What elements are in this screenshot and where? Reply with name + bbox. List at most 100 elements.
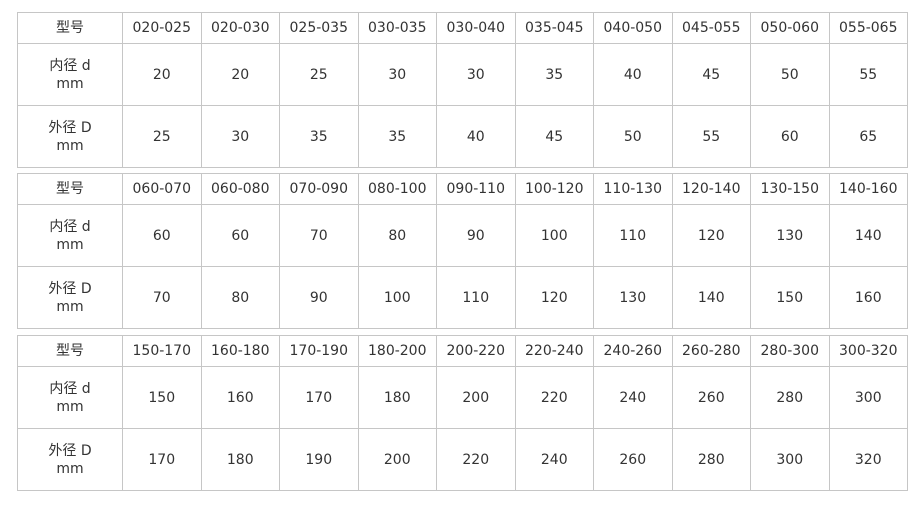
model-cell: 120-140: [671, 173, 751, 205]
model-cell: 180-200: [357, 335, 437, 367]
row-label-name: 外径 D: [48, 280, 92, 297]
model-cell: 055-065: [828, 12, 908, 44]
value-cell: 180: [200, 428, 280, 491]
model-cell: 130-150: [750, 173, 830, 205]
model-cell: 090-110: [436, 173, 516, 205]
value-cell: 45: [514, 105, 594, 168]
value-cell: 180: [357, 366, 437, 429]
value-cell: 320: [828, 428, 908, 491]
value-cell: 160: [200, 366, 280, 429]
model-row: 型号 060-070 060-080 070-090 080-100 090-110 100…: [17, 173, 908, 205]
value-cell: 50: [593, 105, 673, 168]
row-label-unit: mm: [56, 137, 84, 154]
row-label-name: 外径 D: [48, 442, 92, 459]
model-cell: 140-160: [828, 173, 908, 205]
model-cell: 025-035: [279, 12, 359, 44]
row-label-name: 外径 D: [48, 119, 92, 136]
row-label-unit: mm: [56, 236, 84, 253]
value-cell: 150: [750, 266, 830, 329]
value-cell: 200: [357, 428, 437, 491]
row-label: 内径 d mm: [17, 43, 123, 106]
value-cell: 25: [122, 105, 202, 168]
value-cell: 100: [514, 204, 594, 267]
model-cell: 020-030: [200, 12, 280, 44]
value-cell: 40: [593, 43, 673, 106]
model-cell: 200-220: [436, 335, 516, 367]
value-cell: 130: [750, 204, 830, 267]
model-cell: 170-190: [279, 335, 359, 367]
value-cell: 55: [828, 43, 908, 106]
value-cell: 170: [122, 428, 202, 491]
value-cell: 70: [279, 204, 359, 267]
row-label-unit: mm: [56, 298, 84, 315]
value-cell: 300: [828, 366, 908, 429]
value-cell: 140: [671, 266, 751, 329]
row-label-unit: mm: [56, 398, 84, 415]
value-cell: 100: [357, 266, 437, 329]
value-cell: 50: [750, 43, 830, 106]
model-cell: 300-320: [828, 335, 908, 367]
value-cell: 25: [279, 43, 359, 106]
value-cell: 45: [671, 43, 751, 106]
model-cell: 030-040: [436, 12, 516, 44]
value-cell: 20: [200, 43, 280, 106]
model-cell: 080-100: [357, 173, 437, 205]
value-cell: 130: [593, 266, 673, 329]
value-cell: 190: [279, 428, 359, 491]
model-cell: 110-130: [593, 173, 673, 205]
model-cell: 160-180: [200, 335, 280, 367]
model-cell: 070-090: [279, 173, 359, 205]
model-cell: 150-170: [122, 335, 202, 367]
row-label-unit: mm: [56, 460, 84, 477]
value-cell: 70: [122, 266, 202, 329]
value-cell: 240: [593, 366, 673, 429]
model-cell: 030-035: [357, 12, 437, 44]
value-cell: 60: [750, 105, 830, 168]
model-cell: 260-280: [671, 335, 751, 367]
value-cell: 260: [593, 428, 673, 491]
row-label: 型号: [17, 173, 123, 205]
model-cell: 060-080: [200, 173, 280, 205]
value-cell: 150: [122, 366, 202, 429]
value-cell: 20: [122, 43, 202, 106]
value-cell: 120: [514, 266, 594, 329]
value-cell: 35: [279, 105, 359, 168]
inner-diameter-row: 内径 d mm 60 60 70 80 90 100 110 120 130 140: [17, 204, 908, 267]
value-cell: 40: [436, 105, 516, 168]
value-cell: 110: [593, 204, 673, 267]
model-cell: 045-055: [671, 12, 751, 44]
size-table: 型号 150-170 160-180 170-190 180-200 200-220 220…: [17, 335, 908, 491]
value-cell: 35: [514, 43, 594, 106]
value-cell: 280: [750, 366, 830, 429]
model-row: 型号 150-170 160-180 170-190 180-200 200-220 220…: [17, 335, 908, 367]
row-label: 内径 d mm: [17, 204, 123, 267]
size-table: 型号 060-070 060-080 070-090 080-100 090-110 100…: [17, 173, 908, 329]
value-cell: 65: [828, 105, 908, 168]
model-cell: 035-045: [514, 12, 594, 44]
value-cell: 80: [357, 204, 437, 267]
model-cell: 100-120: [514, 173, 594, 205]
model-cell: 050-060: [750, 12, 830, 44]
value-cell: 90: [436, 204, 516, 267]
value-cell: 240: [514, 428, 594, 491]
value-cell: 55: [671, 105, 751, 168]
size-table: 型号 020-025 020-030 025-035 030-035 030-040 035…: [17, 12, 908, 168]
row-label-name: 内径 d: [49, 380, 91, 397]
value-cell: 120: [671, 204, 751, 267]
row-label-name: 内径 d: [49, 57, 91, 74]
value-cell: 170: [279, 366, 359, 429]
value-cell: 30: [200, 105, 280, 168]
inner-diameter-row: 内径 d mm 20 20 25 30 30 35 40 45 50 55: [17, 43, 908, 106]
value-cell: 300: [750, 428, 830, 491]
value-cell: 280: [671, 428, 751, 491]
value-cell: 110: [436, 266, 516, 329]
value-cell: 80: [200, 266, 280, 329]
value-cell: 90: [279, 266, 359, 329]
value-cell: 35: [357, 105, 437, 168]
row-label: 型号: [17, 335, 123, 367]
